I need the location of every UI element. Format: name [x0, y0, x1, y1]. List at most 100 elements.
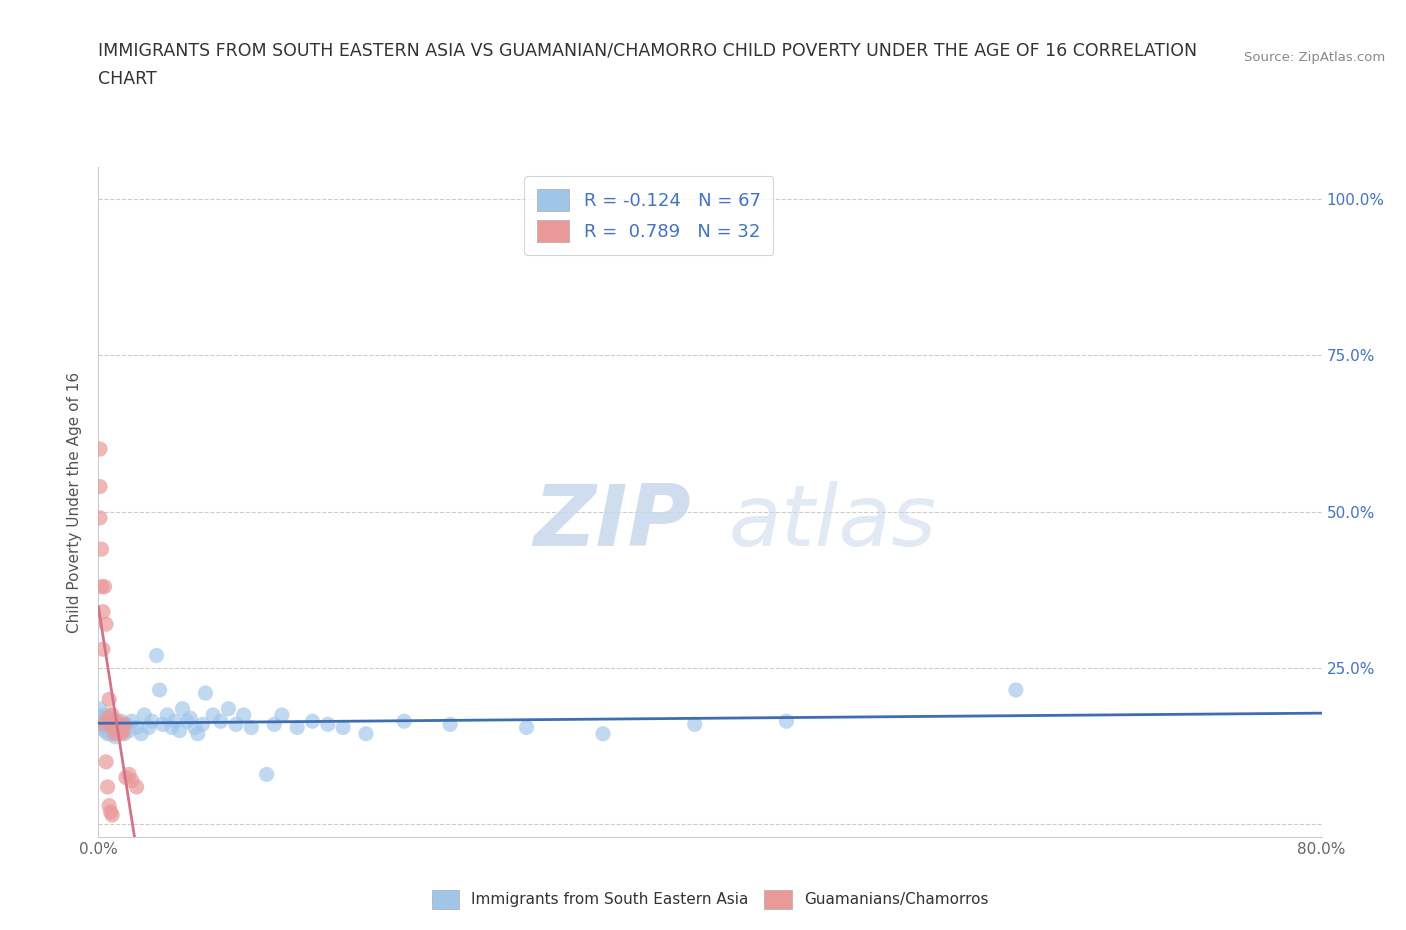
Point	[94, 617, 117, 631]
Point	[179, 711, 201, 725]
Point	[104, 729, 127, 744]
Point	[263, 717, 285, 732]
Point	[98, 798, 121, 813]
Point	[90, 720, 112, 735]
Point	[97, 779, 120, 794]
Point	[209, 714, 232, 729]
Point	[125, 779, 148, 794]
Point	[332, 720, 354, 735]
Point	[191, 717, 214, 732]
Point	[111, 724, 134, 738]
Point	[91, 708, 114, 723]
Point	[285, 720, 308, 735]
Point	[98, 692, 121, 707]
Point	[172, 701, 194, 716]
Point	[225, 717, 247, 732]
Point	[392, 714, 416, 729]
Text: IMMIGRANTS FROM SOUTH EASTERN ASIA VS GUAMANIAN/CHAMORRO CHILD POVERTY UNDER THE: IMMIGRANTS FROM SOUTH EASTERN ASIA VS GU…	[98, 42, 1198, 60]
Point	[104, 726, 127, 741]
Point	[232, 708, 254, 723]
Point	[108, 717, 131, 732]
Point	[1004, 683, 1026, 698]
Point	[134, 708, 156, 723]
Point	[110, 714, 132, 729]
Point	[187, 726, 209, 741]
Point	[141, 714, 163, 729]
Point	[121, 714, 143, 729]
Point	[98, 720, 121, 735]
Point	[202, 708, 225, 723]
Point	[301, 714, 323, 729]
Point	[256, 767, 278, 782]
Point	[354, 726, 377, 741]
Point	[145, 648, 167, 663]
Point	[89, 479, 111, 494]
Point	[93, 717, 115, 732]
Point	[112, 717, 135, 732]
Point	[111, 720, 134, 735]
Point	[100, 717, 122, 732]
Point	[90, 541, 112, 556]
Point	[91, 604, 114, 619]
Point	[156, 708, 179, 723]
Point	[101, 724, 124, 738]
Point	[98, 708, 121, 723]
Point	[93, 724, 115, 738]
Text: Source: ZipAtlas.com: Source: ZipAtlas.com	[1244, 51, 1385, 64]
Point	[93, 717, 115, 732]
Point	[103, 720, 125, 735]
Point	[115, 717, 138, 732]
Point	[89, 701, 111, 716]
Point	[169, 724, 191, 738]
Point	[516, 720, 538, 735]
Point	[121, 773, 143, 788]
Point	[94, 711, 117, 725]
Point	[107, 717, 129, 732]
Point	[107, 720, 129, 735]
Point	[94, 754, 117, 769]
Point	[89, 442, 111, 457]
Text: atlas: atlas	[728, 481, 936, 564]
Point	[163, 714, 186, 729]
Point	[115, 770, 138, 785]
Point	[91, 714, 114, 729]
Point	[118, 767, 141, 782]
Point	[152, 717, 174, 732]
Point	[439, 717, 461, 732]
Point	[184, 720, 207, 735]
Point	[125, 720, 148, 735]
Legend: Immigrants from South Eastern Asia, Guamanians/Chamorros: Immigrants from South Eastern Asia, Guam…	[425, 883, 995, 916]
Text: CHART: CHART	[98, 70, 157, 87]
Point	[217, 701, 239, 716]
Point	[103, 714, 125, 729]
Point	[91, 642, 114, 657]
Point	[149, 683, 172, 698]
Point	[110, 726, 132, 741]
Point	[90, 711, 112, 725]
Point	[240, 720, 263, 735]
Point	[138, 720, 160, 735]
Point	[592, 726, 614, 741]
Point	[775, 714, 797, 729]
Point	[118, 724, 141, 738]
Point	[100, 717, 122, 732]
Point	[101, 708, 124, 723]
Point	[683, 717, 706, 732]
Point	[90, 579, 112, 594]
Y-axis label: Child Poverty Under the Age of 16: Child Poverty Under the Age of 16	[67, 372, 83, 632]
Point	[194, 685, 217, 700]
Point	[100, 804, 122, 819]
Point	[105, 714, 128, 729]
Point	[97, 711, 120, 725]
Point	[97, 726, 120, 741]
Point	[97, 714, 120, 729]
Point	[93, 579, 115, 594]
Point	[101, 807, 124, 822]
Point	[270, 708, 292, 723]
Point	[129, 726, 152, 741]
Point	[160, 720, 183, 735]
Text: ZIP: ZIP	[533, 481, 690, 564]
Point	[112, 726, 135, 741]
Point	[176, 714, 198, 729]
Point	[105, 720, 128, 735]
